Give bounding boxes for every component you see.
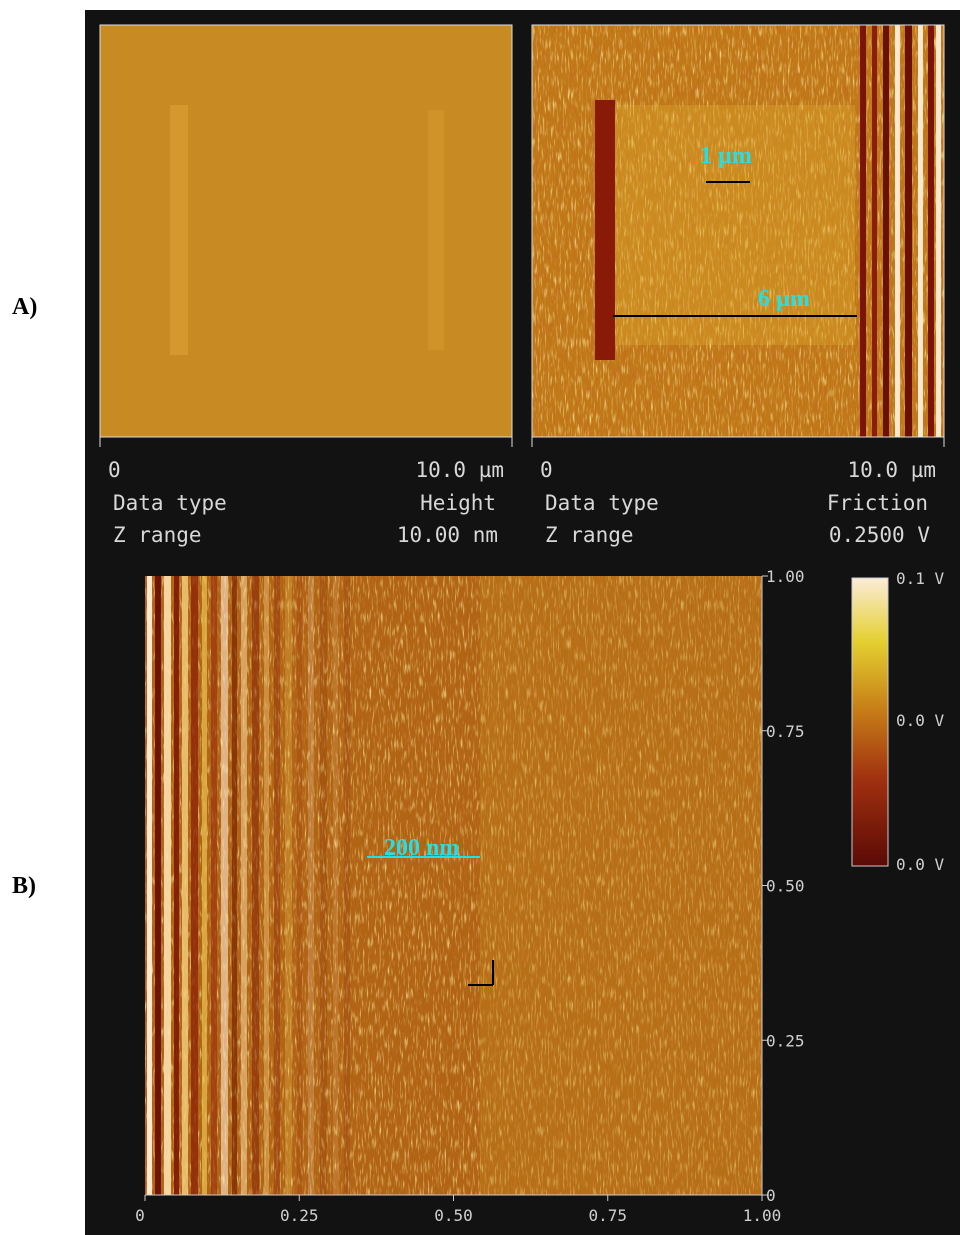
y-tick-label: 0.75 xyxy=(766,722,805,741)
panel-label: B) xyxy=(12,873,36,899)
field-value: 10.00 nm xyxy=(397,523,498,547)
stripe xyxy=(344,576,350,1195)
x-tick-label: 0 xyxy=(135,1206,145,1225)
stripe xyxy=(182,576,188,1195)
x-tick-label: 0.50 xyxy=(434,1206,473,1225)
stripes xyxy=(860,25,941,437)
stripe xyxy=(860,25,866,437)
stripe xyxy=(883,25,889,437)
stripe xyxy=(297,576,302,1195)
y-tick-label: 0.25 xyxy=(766,1031,805,1050)
stripe xyxy=(147,576,152,1195)
stripe xyxy=(264,576,269,1195)
field-label: Data type xyxy=(113,491,227,515)
stripe xyxy=(191,576,198,1195)
stripe xyxy=(232,576,237,1195)
x-tick-label: 1.00 xyxy=(743,1206,782,1225)
y-tick-label: 0.50 xyxy=(766,877,805,896)
stripe xyxy=(202,576,207,1195)
field-label: Data type xyxy=(545,491,659,515)
axis-ticks: 1.00 0.75 0.50 0.25 0 0 0.25 0.50 0.75 1.00 xyxy=(135,567,804,1225)
panel-label: A) xyxy=(12,294,37,320)
x-start: 0 xyxy=(540,458,553,482)
stripe xyxy=(936,25,941,437)
annotation: 200 nm xyxy=(384,835,459,861)
y-tick-label: 1.00 xyxy=(766,567,805,586)
field-value: 0.2500 V xyxy=(829,523,931,547)
x-end: 10.0 µm xyxy=(415,458,504,482)
stripe xyxy=(221,576,228,1195)
stripe xyxy=(174,576,179,1195)
image-feature xyxy=(170,105,188,355)
x-end: 10.0 µm xyxy=(847,458,936,482)
x-start: 0 xyxy=(108,458,121,482)
y-tick-label: 0 xyxy=(766,1186,776,1205)
stripe xyxy=(164,576,171,1195)
annotation: 6 µm xyxy=(758,286,810,312)
height-image xyxy=(99,24,513,438)
colorbar-label: 0.0 V xyxy=(896,855,945,874)
stripe xyxy=(308,576,314,1195)
stripe xyxy=(285,576,292,1195)
stripe xyxy=(918,25,923,437)
colorbar-label: 0.1 V xyxy=(896,569,945,588)
stripe xyxy=(155,576,161,1195)
image-texture xyxy=(145,576,762,1195)
stripe xyxy=(274,576,280,1195)
stripe xyxy=(895,25,900,437)
image-region xyxy=(480,576,762,1195)
x-tick-label: 0.25 xyxy=(280,1206,319,1225)
x-tick-label: 0.75 xyxy=(588,1206,627,1225)
image-feature xyxy=(428,110,444,350)
stripe xyxy=(905,25,912,437)
colorbar xyxy=(851,577,889,867)
image-feature xyxy=(615,105,855,345)
field-label: Z range xyxy=(113,523,202,547)
field-value: Friction xyxy=(827,491,928,515)
image-feature xyxy=(595,100,615,360)
colorbar-label: 0.0 V xyxy=(896,711,945,730)
stripe xyxy=(333,576,338,1195)
stripe xyxy=(872,25,877,437)
stripe xyxy=(241,576,247,1195)
stripe xyxy=(320,576,327,1195)
stripe xyxy=(211,576,217,1195)
image-frame xyxy=(531,24,945,438)
stripes xyxy=(147,576,350,1195)
stripe xyxy=(252,576,259,1195)
annotation: 1 µm xyxy=(700,143,752,169)
field-value: Height xyxy=(420,491,496,515)
field-label: Z range xyxy=(545,523,634,547)
stripe xyxy=(928,25,934,437)
